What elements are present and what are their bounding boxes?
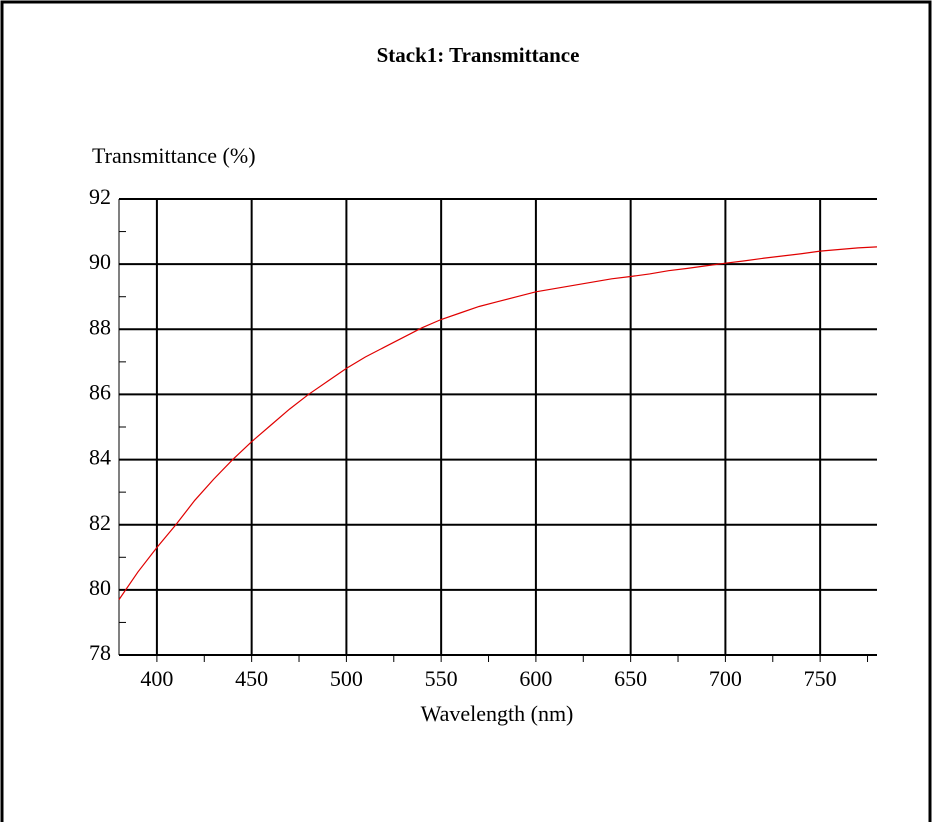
y-tick-label: 80 — [89, 575, 111, 600]
x-tick-label: 500 — [330, 666, 363, 691]
x-tick-label: 650 — [614, 666, 647, 691]
x-tick-label: 450 — [235, 666, 268, 691]
x-tick-label: 400 — [140, 666, 173, 691]
y-tick-label: 84 — [89, 445, 111, 470]
y-tick-label: 78 — [89, 640, 111, 665]
x-tick-label: 750 — [804, 666, 837, 691]
x-axis-label: Wavelength (nm) — [421, 701, 574, 726]
data-line — [118, 246, 878, 600]
x-tick-label: 550 — [425, 666, 458, 691]
y-tick-label: 90 — [89, 249, 111, 274]
y-axis-label: Transmittance (%) — [92, 143, 256, 168]
chart-title: Stack1: Transmittance — [377, 43, 580, 67]
y-tick-label: 92 — [89, 184, 111, 209]
y-tick-label: 88 — [89, 314, 111, 339]
y-tick-label: 82 — [89, 510, 111, 535]
x-tick-label: 700 — [709, 666, 742, 691]
x-tick-label: 600 — [519, 666, 552, 691]
y-tick-label: 86 — [89, 379, 111, 404]
